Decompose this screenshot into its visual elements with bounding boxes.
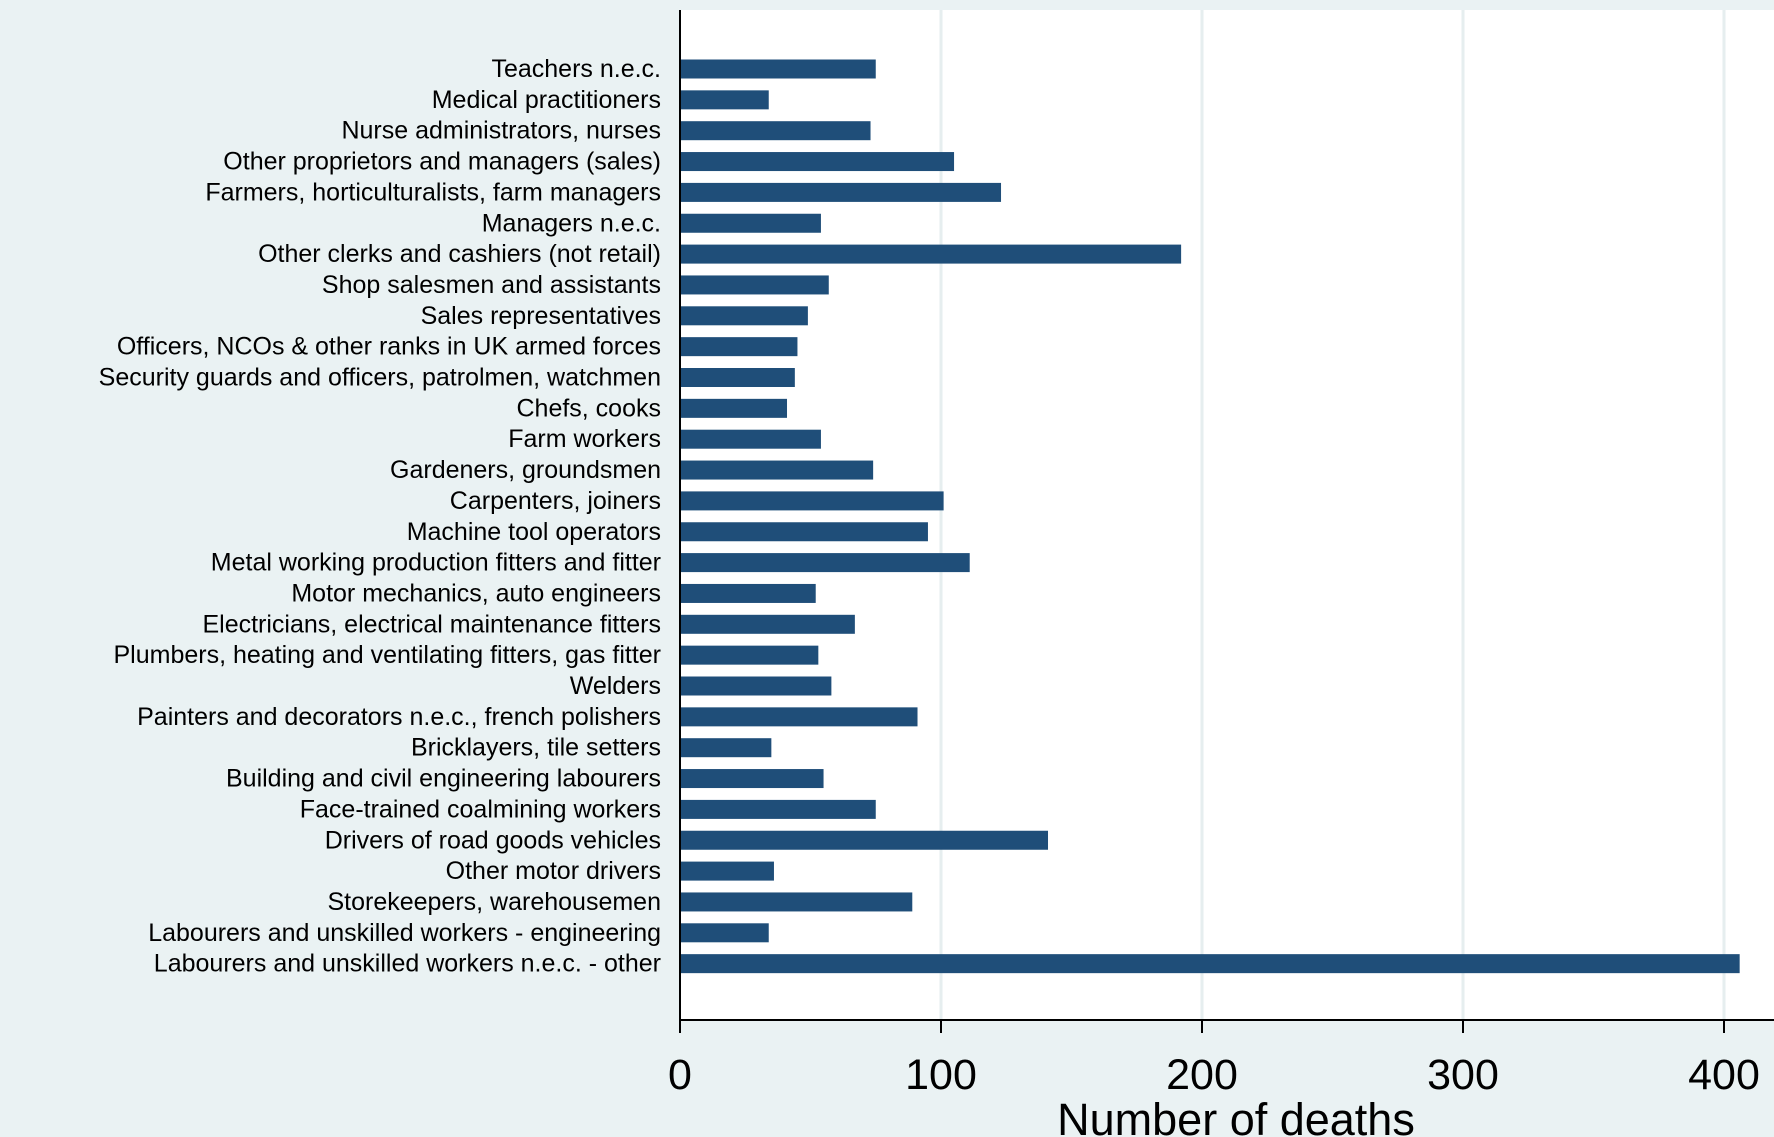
bar [681,583,816,603]
bar [681,275,829,295]
category-label: Managers n.e.c. [482,209,661,237]
bar [681,429,821,449]
bar [681,861,774,881]
category-label: Security guards and officers, patrolmen,… [99,364,661,392]
category-label: Painters and decorators n.e.c., french p… [137,703,661,731]
bar [681,491,944,511]
bar [681,830,1049,850]
x-tick-label: 400 [1688,1051,1760,1099]
bar [681,182,1002,202]
category-label: Sales representatives [421,302,661,330]
bar [681,368,795,387]
category-label: Other proprietors and managers (sales) [223,148,661,176]
bar [681,799,876,819]
bar [681,707,918,727]
category-label: Other motor drivers [446,857,661,885]
category-label: Farmers, horticulturalists, farm manager… [205,178,661,206]
plot-area [680,10,1774,1020]
category-labels: Teachers n.e.c. Medical practitioners Nurs… [99,55,661,978]
category-label: Storekeepers, warehousemen [327,888,661,916]
category-label: Carpenters, joiners [450,487,661,515]
category-label: Labourers and unskilled workers - engine… [148,919,661,947]
bar [681,614,855,634]
bar [681,676,832,696]
category-label: Officers, NCOs & other ranks in UK armed… [117,333,661,361]
bar [681,522,928,542]
bar [681,121,871,141]
x-axis-title: Number of deaths [1057,1094,1415,1137]
x-tick-labels: 0 100 200 300 400 [668,1051,1760,1099]
category-label: Gardeners, groundsmen [390,456,661,484]
bar [681,954,1740,974]
bar [681,460,874,480]
category-label: Farm workers [508,425,661,453]
category-label: Teachers n.e.c. [491,55,661,83]
category-label: Drivers of road goods vehicles [325,826,661,854]
category-label: Bricklayers, tile setters [411,734,661,762]
x-tick-label: 100 [905,1051,977,1099]
bar [681,213,821,233]
category-label: Plumbers, heating and ventilating fitter… [113,641,661,669]
category-label: Welders [570,672,661,700]
axes [679,10,1774,1033]
bar [681,306,808,326]
gridlines [939,10,1726,1020]
bar [681,892,913,912]
category-label: Labourers and unskilled workers n.e.c. -… [154,950,661,978]
bar [681,769,824,789]
bar [681,244,1182,264]
bar [681,90,769,110]
bar [681,337,798,357]
x-tick-label: 300 [1427,1051,1499,1099]
bar [681,152,955,172]
bar [681,59,876,79]
category-label: Building and civil engineering labourers [226,765,661,793]
category-label: Other clerks and cashiers (not retail) [258,240,661,268]
bar [681,923,769,943]
x-tick-label: 200 [1166,1051,1238,1099]
bar [681,398,788,418]
category-label: Machine tool operators [407,518,661,546]
category-label: Shop salesmen and assistants [322,271,661,299]
category-label: Electricians, electrical maintenance fit… [202,610,661,638]
bar [681,738,772,758]
category-label: Motor mechanics, auto engineers [291,579,661,607]
category-label: Metal working production fitters and fit… [211,549,661,577]
x-tick-label: 0 [668,1051,692,1099]
bar [681,645,819,665]
category-label: Medical practitioners [432,86,661,114]
category-label: Nurse administrators, nurses [341,117,661,145]
category-label: Chefs, cooks [516,394,661,422]
bar [681,553,970,573]
category-label: Face-trained coalmining workers [300,795,661,823]
bars [681,59,1740,974]
